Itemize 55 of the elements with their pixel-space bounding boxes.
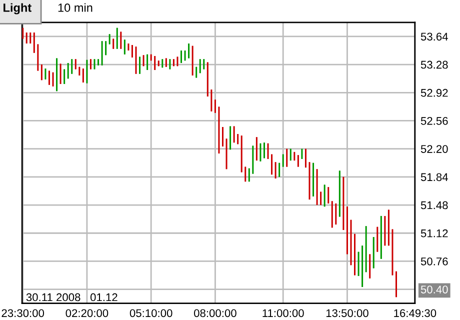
annotation: 30.11 2008 [26,293,80,302]
candlestick [30,32,32,44]
x-tick-label: 16:49:30 [394,309,436,318]
candlestick [260,142,262,162]
candlestick [210,89,212,112]
candlestick [71,58,73,74]
candlestick [199,58,201,74]
x-tick-label: 02:20:00 [66,309,108,318]
y-tick-label: 53.64 [420,32,448,41]
y-tick-label: 51.84 [420,173,448,182]
x-tick-label: 08:00:00 [194,309,236,318]
y-tick-label: 51.48 [420,201,448,210]
y-tick-label: 50.40 [420,286,448,294]
candlestick [233,126,235,144]
y-tick-label: 51.12 [420,229,448,238]
candlestick [188,43,190,59]
candlestick [274,162,276,179]
annotation: 01.12 [90,293,118,302]
x-tick-label: 13:50:00 [326,309,368,318]
y-tick-label: 52.92 [420,88,448,97]
chart-subtitle: 10 min [58,3,92,12]
candlestick [120,31,122,50]
candlestick [116,27,118,50]
candlestick [267,142,269,160]
candlestick [64,68,66,84]
x-tick-label: 05:10:00 [130,309,172,318]
y-tick-label: 52.56 [420,117,448,125]
y-tick-label: 53.28 [420,60,448,69]
candlestick [324,184,326,208]
candlestick [256,136,258,161]
candlestick [33,32,35,54]
x-tick-label: 23:30:00 [2,309,44,318]
candlestick [297,154,299,168]
candlestick [86,59,88,84]
candlestick [48,70,50,86]
candlestick [286,148,288,168]
candlestick [214,99,216,114]
candlestick [108,34,110,45]
candlestick [230,126,232,150]
candlestick [278,162,280,178]
candlestick [131,45,133,58]
x-tick-label: 11:00:00 [262,309,304,318]
candlestick [139,56,141,74]
candlestick [282,154,284,168]
chart-title: Light [4,3,32,14]
candlestick [328,186,330,204]
candlestick [26,32,28,44]
candlestick [82,68,84,83]
y-tick-label: 52.20 [420,145,448,153]
candlestick [40,64,42,81]
candlestick [263,142,265,159]
candlestick [52,72,54,87]
candlestick [105,40,107,56]
y-tick-label: 50.76 [420,257,448,266]
candlestick [124,39,126,55]
